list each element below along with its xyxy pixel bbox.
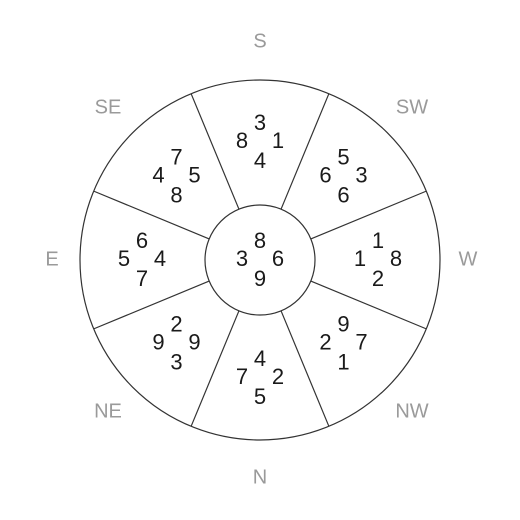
spoke [281, 94, 329, 209]
sector-sw-left-number: 6 [319, 162, 331, 187]
sector-se-bottom-number: 8 [170, 182, 182, 207]
sector-n-right-number: 2 [272, 364, 284, 389]
sector-nw-bottom-number: 1 [337, 349, 349, 374]
sector-s-top-number: 3 [254, 110, 266, 135]
direction-label-s: S [253, 30, 266, 52]
sector-nw-left-number: 2 [319, 329, 331, 354]
center-bottom-number: 9 [254, 266, 266, 291]
sector-w-left-number: 1 [354, 246, 366, 271]
sector-ne-right-number: 9 [188, 329, 200, 354]
sector-n-bottom-number: 5 [254, 384, 266, 409]
sector-ne-left-number: 9 [152, 329, 164, 354]
sector-n-left-number: 7 [236, 364, 248, 389]
sector-s-left-number: 8 [236, 128, 248, 153]
sector-nw-right-number: 7 [355, 329, 367, 354]
sector-w-top-number: 1 [372, 228, 384, 253]
spoke [191, 94, 239, 209]
sector-n-top-number: 4 [254, 346, 266, 371]
sector-s-bottom-number: 4 [254, 148, 266, 173]
sector-e-top-number: 6 [136, 228, 148, 253]
sector-sw-bottom-number: 6 [337, 182, 349, 207]
sector-sw-right-number: 3 [355, 162, 367, 187]
spoke [281, 311, 329, 426]
sector-s-right-number: 1 [272, 128, 284, 153]
direction-label-sw: SW [396, 96, 428, 118]
sector-e-left-number: 5 [118, 246, 130, 271]
sector-e-bottom-number: 7 [136, 266, 148, 291]
center-top-number: 8 [254, 228, 266, 253]
sector-se-top-number: 7 [170, 144, 182, 169]
direction-label-n: N [253, 466, 267, 488]
flying-star-chart: SSWWNWNNEESE 381456361182927147252993654… [0, 0, 520, 520]
sector-nw-top-number: 9 [337, 311, 349, 336]
direction-label-se: SE [95, 96, 122, 118]
center-left-number: 3 [236, 246, 248, 271]
direction-label-nw: NW [395, 400, 428, 422]
sector-w-bottom-number: 2 [372, 266, 384, 291]
spokes [94, 94, 427, 427]
spoke [94, 191, 209, 239]
sector-w-right-number: 8 [390, 246, 402, 271]
sector-sw-top-number: 5 [337, 144, 349, 169]
sector-se-right-number: 5 [188, 162, 200, 187]
spoke [94, 281, 209, 329]
spoke [311, 281, 426, 329]
sector-e-right-number: 4 [154, 246, 166, 271]
direction-labels: S SW W NW N NE E SE [45, 30, 477, 488]
direction-label-e: E [45, 248, 58, 270]
sector-ne-top-number: 2 [170, 311, 182, 336]
center-numbers: 8369 [236, 228, 284, 291]
sector-se-left-number: 4 [152, 162, 164, 187]
direction-label-ne: NE [94, 400, 122, 422]
direction-label-w: W [459, 248, 478, 270]
inner-circle [205, 205, 315, 315]
spoke [191, 311, 239, 426]
sector-numbers: 38145636118292714725299365477458 [118, 110, 402, 409]
sector-ne-bottom-number: 3 [170, 349, 182, 374]
center-right-number: 6 [272, 246, 284, 271]
spoke [311, 191, 426, 239]
